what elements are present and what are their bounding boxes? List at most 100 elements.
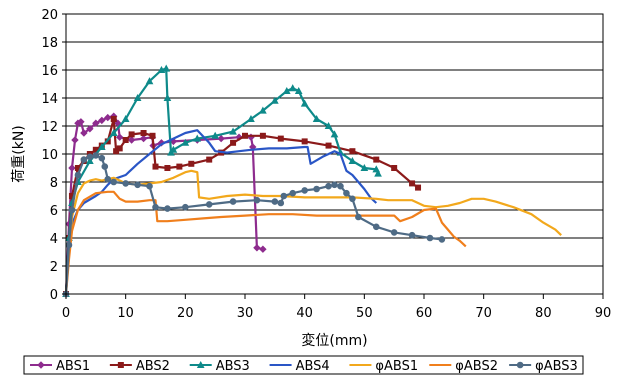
- y-tick-label: 0: [50, 288, 58, 303]
- data-point: [104, 175, 112, 183]
- legend-item: ABS2: [109, 359, 170, 374]
- y-axis-title: 荷重(kN): [11, 125, 27, 183]
- data-point: [134, 181, 141, 189]
- data-point: [206, 156, 213, 163]
- y-tick-label: 2: [50, 260, 58, 275]
- data-point: [146, 182, 153, 190]
- data-point: [289, 189, 297, 197]
- plot-area-frame: [65, 13, 604, 295]
- data-point: [259, 106, 267, 114]
- gridlines: [66, 13, 603, 267]
- data-point: [101, 163, 109, 170]
- data-point: [110, 178, 118, 186]
- legend-label: φABS2: [455, 359, 498, 374]
- data-point: [181, 138, 190, 146]
- data-point: [349, 195, 356, 203]
- data-point: [68, 164, 76, 172]
- x-tick-label: 80: [535, 306, 552, 321]
- data-point: [133, 93, 142, 101]
- data-point: [97, 142, 106, 150]
- data-point: [211, 131, 220, 139]
- data-point: [288, 84, 297, 92]
- legend: ABS1 ABS2 ABS3 ABS4 φABS1 φABS2 φABS3: [23, 355, 584, 375]
- data-point: [217, 134, 225, 143]
- data-point: [325, 142, 332, 149]
- x-tick-label: 10: [117, 306, 134, 321]
- data-point: [145, 77, 154, 85]
- data-point: [152, 203, 159, 211]
- y-tick-label: 18: [41, 36, 58, 51]
- data-point: [140, 130, 147, 136]
- legend-label: φABS3: [535, 359, 578, 374]
- data-point: [294, 86, 303, 94]
- data-point: [438, 236, 446, 243]
- data-point: [164, 205, 171, 212]
- data-point: [128, 131, 135, 138]
- data-point: [343, 189, 350, 197]
- data-point: [149, 132, 156, 139]
- y-tick-label: 20: [41, 8, 58, 23]
- data-point: [391, 165, 398, 171]
- data-point: [331, 181, 338, 189]
- data-point: [324, 121, 333, 129]
- data-point: [355, 213, 362, 221]
- x-tick-label: 40: [296, 306, 313, 321]
- series-φABS2: [64, 190, 467, 295]
- data-point: [193, 134, 202, 142]
- data-point: [116, 145, 123, 152]
- data-point: [176, 163, 183, 170]
- legend-item: φABS3: [509, 359, 578, 374]
- series-φABS3: [62, 152, 446, 298]
- data-point: [74, 171, 82, 179]
- data-point: [127, 136, 136, 144]
- data-point: [152, 163, 159, 170]
- data-point: [259, 132, 266, 139]
- series-line: [64, 190, 467, 295]
- legend-marker: [117, 362, 124, 368]
- data-point: [271, 198, 279, 205]
- legend-label: ABS2: [136, 359, 170, 374]
- data-point: [229, 127, 237, 135]
- data-point: [259, 245, 267, 253]
- legend-marker: [516, 361, 524, 369]
- legend-label: φABS1: [375, 359, 418, 374]
- data-point: [122, 137, 129, 143]
- series-line: [64, 169, 562, 295]
- x-tick-label: 60: [416, 306, 433, 321]
- data-point: [349, 148, 356, 155]
- data-point: [337, 182, 344, 190]
- data-point: [390, 229, 398, 236]
- data-point: [277, 135, 284, 142]
- data-point: [65, 241, 73, 249]
- series-line: [64, 67, 380, 295]
- x-tick-label: 30: [237, 306, 254, 321]
- legend-item: φABS2: [429, 359, 498, 374]
- data-point: [109, 128, 118, 136]
- series-φABS1: [64, 169, 562, 295]
- data-point: [301, 187, 308, 194]
- data-point: [408, 231, 416, 239]
- x-tick-label: 50: [356, 306, 373, 321]
- data-point: [247, 114, 255, 122]
- data-point: [122, 180, 129, 187]
- data-point: [280, 192, 288, 200]
- legend-label: ABS3: [216, 359, 250, 374]
- y-tick-label: 14: [41, 92, 58, 107]
- legend-item: ABS3: [189, 359, 250, 374]
- legend-marker: [37, 361, 45, 369]
- series-ABS2: [63, 116, 422, 297]
- data-point: [270, 96, 279, 104]
- data-point: [415, 184, 422, 191]
- data-point: [139, 134, 148, 143]
- data-point: [164, 165, 171, 171]
- data-point: [162, 64, 171, 72]
- data-point: [71, 136, 79, 144]
- data-point: [163, 93, 172, 101]
- x-tick-label: 0: [62, 306, 70, 321]
- data-point: [80, 129, 88, 137]
- x-tick-label: 90: [595, 306, 612, 321]
- data-point: [300, 99, 309, 107]
- data-point: [277, 199, 285, 207]
- data-point: [80, 156, 88, 163]
